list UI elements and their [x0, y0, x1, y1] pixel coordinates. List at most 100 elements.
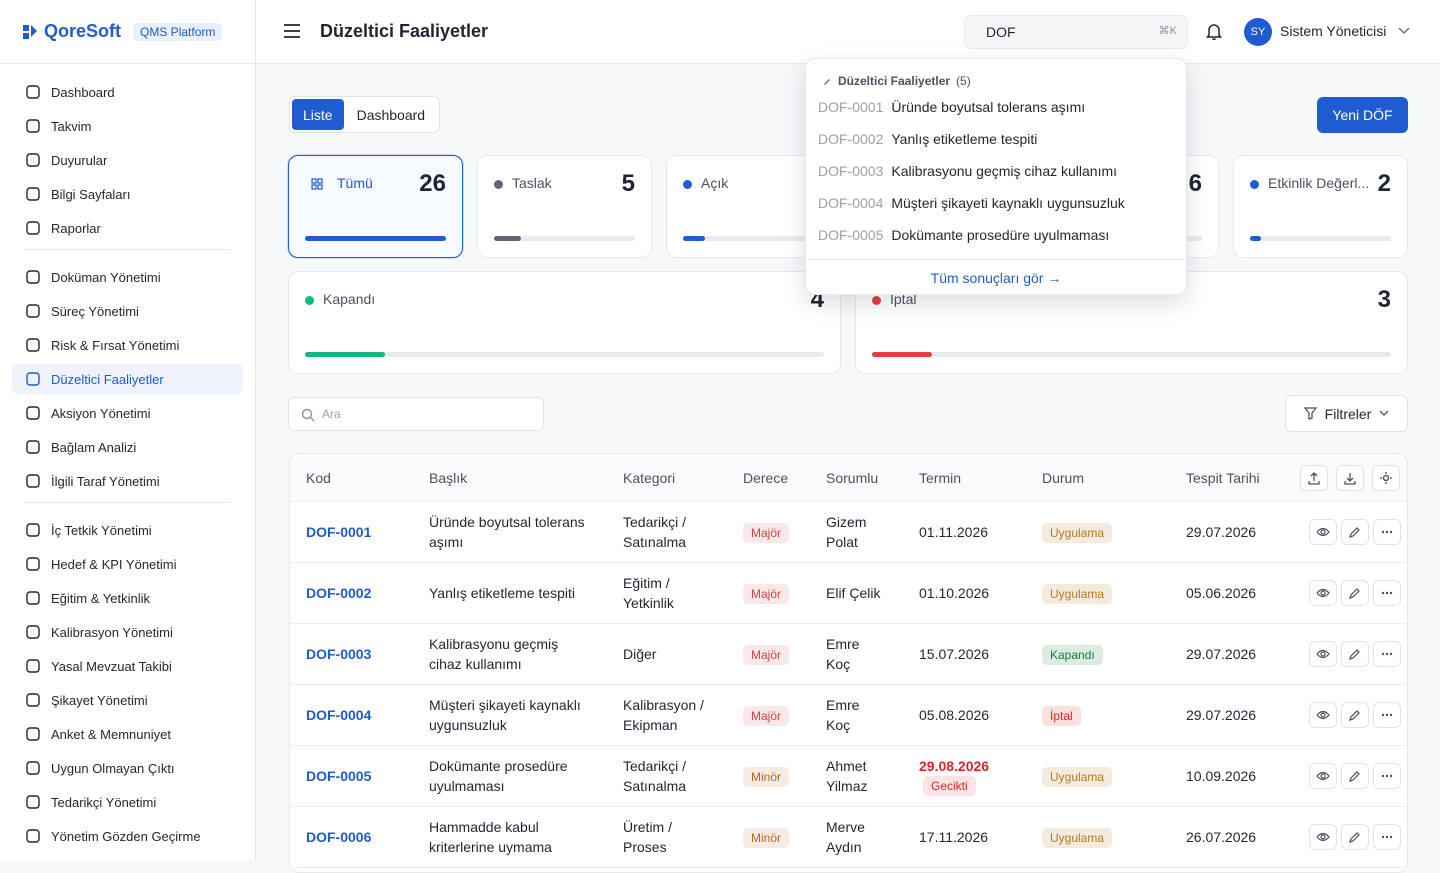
nav-item[interactable]: Uygun Olmayan Çıktı: [12, 753, 243, 783]
row-action[interactable]: [1309, 641, 1337, 667]
row-title: Üründe boyutsal tolerans aşımı: [429, 512, 594, 552]
nav-item[interactable]: İlgili Taraf Yönetimi: [12, 466, 243, 496]
nav-item[interactable]: Aksiyon Yönetimi: [12, 398, 243, 428]
table-tool[interactable]: [1372, 465, 1400, 491]
result-code: DOF-0003: [818, 163, 883, 179]
filter-button[interactable]: Filtreler: [1285, 395, 1408, 432]
row-action[interactable]: [1309, 763, 1337, 789]
due-cell: 15.07.2026: [919, 644, 1042, 664]
nav-item[interactable]: Yönetim Gözden Geçirme: [12, 821, 243, 851]
nav: Dashboard Takvim Duyurular Bilgi Sayfaları R…: [0, 64, 255, 851]
column-header: Kod: [306, 470, 429, 486]
row-action[interactable]: [1373, 763, 1401, 789]
nav-item[interactable]: Duyurular: [12, 145, 243, 175]
global-search[interactable]: DOF ⌘K: [964, 15, 1188, 49]
row-title: Hammadde kabul kriterlerine uymama: [429, 817, 594, 857]
results-footer[interactable]: Tüm sonuçları gör →: [806, 259, 1186, 296]
row-owner: Emre Koç: [826, 634, 886, 674]
table-tool[interactable]: [1336, 465, 1364, 491]
nav-item[interactable]: Eğitim & Yetkinlik: [12, 583, 243, 613]
row-action[interactable]: [1309, 519, 1337, 545]
card-label: Etkinlik Değerl...: [1268, 175, 1369, 191]
nav-item[interactable]: Yasal Mevzuat Takibi: [12, 651, 243, 681]
action-icon: [1380, 830, 1394, 844]
user-menu-chevron[interactable]: [1398, 27, 1410, 35]
nav-item[interactable]: Hedef & KPI Yönetimi: [12, 549, 243, 579]
row-action[interactable]: [1341, 519, 1369, 545]
row-action[interactable]: [1309, 702, 1337, 728]
nav-item[interactable]: Risk & Fırsat Yönetimi: [12, 330, 243, 360]
nav-item[interactable]: Dashboard: [12, 77, 243, 107]
nav-item[interactable]: Bağlam Analizi: [12, 432, 243, 462]
due-date: 01.10.2026: [919, 583, 989, 603]
nav-item[interactable]: Bilgi Sayfaları: [12, 179, 243, 209]
row-action[interactable]: [1373, 641, 1401, 667]
severity-badge: Majör: [743, 584, 789, 604]
row-code[interactable]: DOF-0005: [306, 766, 429, 786]
progress-track: [305, 236, 446, 241]
view-tab[interactable]: Dashboard: [346, 99, 437, 130]
nav-item[interactable]: Anket & Memnuniyet: [12, 719, 243, 749]
row-code[interactable]: DOF-0003: [306, 644, 429, 664]
avatar[interactable]: SY: [1244, 18, 1272, 46]
row-code[interactable]: DOF-0006: [306, 827, 429, 847]
action-icon: [1348, 525, 1362, 539]
progress-track: [872, 352, 1391, 357]
nav-item[interactable]: Kalibrasyon Yönetimi: [12, 617, 243, 647]
row-action[interactable]: [1341, 641, 1369, 667]
row-action[interactable]: [1373, 519, 1401, 545]
icon: [25, 522, 41, 538]
row-action[interactable]: [1341, 763, 1369, 789]
row-action[interactable]: [1309, 580, 1337, 606]
severity-cell: Minör: [743, 766, 826, 787]
user-name[interactable]: Sistem Yöneticisi: [1280, 23, 1386, 39]
nav-item[interactable]: Şikayet Yönetimi: [12, 685, 243, 715]
section-icon: [822, 76, 832, 86]
row-action[interactable]: [1309, 824, 1337, 850]
result-code: DOF-0002: [818, 131, 883, 147]
row-action[interactable]: [1373, 702, 1401, 728]
row-code[interactable]: DOF-0002: [306, 583, 429, 603]
row-action[interactable]: [1373, 580, 1401, 606]
icon: [25, 828, 41, 844]
row-action[interactable]: [1341, 824, 1369, 850]
table-tool[interactable]: [1300, 465, 1328, 491]
row-action[interactable]: [1373, 824, 1401, 850]
search-input[interactable]: Ara: [288, 397, 544, 431]
nav-item[interactable]: Takvim: [12, 111, 243, 141]
nav-item[interactable]: Raporlar: [12, 213, 243, 243]
row-owner: Gizem Polat: [826, 512, 886, 552]
stat-card[interactable]: Etkinlik Değerl...2: [1233, 155, 1408, 258]
nav-item[interactable]: Doküman Yönetimi: [12, 262, 243, 292]
nav-item[interactable]: Tedarikçi Yönetimi: [12, 787, 243, 817]
notifications[interactable]: [1206, 22, 1222, 40]
severity-cell: Majör: [743, 705, 826, 726]
search-value: DOF: [986, 24, 1016, 40]
view-tab[interactable]: Liste: [292, 99, 344, 130]
nav-item[interactable]: İç Tetkik Yönetimi: [12, 515, 243, 545]
menu-button[interactable]: [283, 23, 301, 39]
row-code[interactable]: DOF-0004: [306, 705, 429, 725]
nav-item[interactable]: Süreç Yönetimi: [12, 296, 243, 326]
due-date: 01.11.2026: [919, 522, 988, 542]
row-action[interactable]: [1341, 580, 1369, 606]
brand: QoreSoft QMS Platform: [0, 0, 255, 64]
row-code[interactable]: DOF-0001: [306, 522, 429, 542]
page-title: Düzeltici Faaliyetler: [320, 21, 488, 42]
nav-item[interactable]: Düzeltici Faaliyetler: [12, 364, 243, 394]
severity-cell: Majör: [743, 583, 826, 604]
row-action[interactable]: [1341, 702, 1369, 728]
new-button[interactable]: Yeni DÖF: [1317, 97, 1408, 133]
